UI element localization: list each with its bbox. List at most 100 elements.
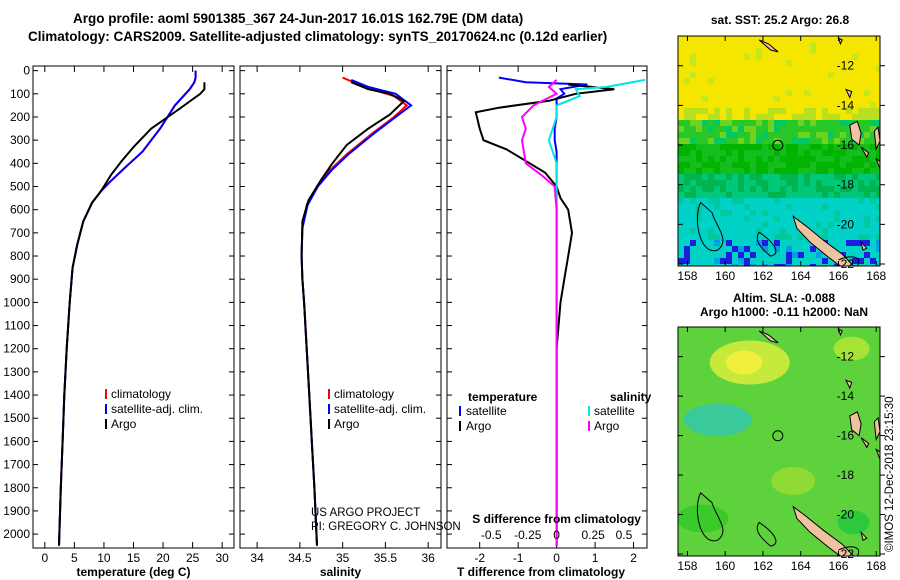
map-y-tick-label: -16 xyxy=(837,138,855,152)
map-x-tick-label: 158 xyxy=(677,269,697,283)
x-axis-label: temperature (deg C) xyxy=(76,565,190,579)
land-shape xyxy=(849,411,862,437)
land-shape xyxy=(860,530,868,541)
x-tick-label: 10 xyxy=(97,551,111,565)
x-tick-label: 1 xyxy=(592,551,599,565)
profile-panel-frame xyxy=(239,65,442,549)
depth-tick-label: 200 xyxy=(10,110,30,124)
legend-label: climatology xyxy=(111,387,171,401)
map-y-tick-label: -18 xyxy=(837,468,855,482)
x-tick-label: 30 xyxy=(215,551,229,565)
x-tick-label: 36 xyxy=(421,551,435,565)
map-x-tick-label: 164 xyxy=(791,269,811,283)
depth-tick-label: 1900 xyxy=(3,504,30,518)
depth-tick-label: 1300 xyxy=(3,365,30,379)
legend-label: satellite-adj. clim. xyxy=(111,402,203,416)
depth-tick-label: 100 xyxy=(10,87,30,101)
map-x-tick-label: 164 xyxy=(791,559,811,573)
map-x-tick-label: 162 xyxy=(753,269,773,283)
depth-tick-label: 1800 xyxy=(3,481,30,495)
top-tick-label: 0.25 xyxy=(581,528,605,542)
legend-label: Argo xyxy=(594,419,620,433)
x-tick-label: 34 xyxy=(250,551,264,565)
depth-tick-label: 900 xyxy=(10,272,30,286)
map-y-tick-label: -16 xyxy=(837,429,855,443)
land-shape xyxy=(873,126,880,151)
x-tick-label: 35 xyxy=(336,551,350,565)
depth-tick-label: 0 xyxy=(23,64,30,78)
land-shape xyxy=(873,416,880,442)
map-x-tick-label: 160 xyxy=(715,269,735,283)
x-tick-label: 25 xyxy=(186,551,200,565)
reef-contour xyxy=(697,201,724,252)
credit-line1: US ARGO PROJECT xyxy=(311,507,421,519)
land-shape xyxy=(837,36,843,46)
profile-panel-frame xyxy=(446,65,648,549)
land-shape xyxy=(845,379,853,390)
map-y-tick-label: -12 xyxy=(837,59,855,73)
sst-map-title: sat. SST: 25.2 Argo: 26.8 xyxy=(711,13,850,27)
legend-label: satellite xyxy=(466,404,507,418)
legend-label: Argo xyxy=(334,417,360,431)
depth-tick-label: 1000 xyxy=(3,295,30,309)
reef-contour xyxy=(838,256,860,266)
series-line-argo xyxy=(58,82,206,546)
land-shape xyxy=(837,328,843,337)
map-y-tick-label: -22 xyxy=(837,257,855,271)
map-frame xyxy=(677,35,881,267)
depth-tick-label: 1600 xyxy=(3,434,30,448)
x-tick-label: 2 xyxy=(630,551,637,565)
figure-title-line1: Argo profile: aoml 5901385_367 24-Jun-20… xyxy=(73,11,524,26)
legend-salinity-title: salinity xyxy=(610,390,652,404)
map-y-tick-label: -20 xyxy=(837,217,855,231)
depth-tick-label: 1200 xyxy=(3,342,30,356)
map-x-tick-label: 168 xyxy=(866,269,886,283)
map-x-tick-label: 160 xyxy=(715,559,735,573)
land-shape xyxy=(792,215,855,266)
map-y-tick-label: -14 xyxy=(837,98,855,112)
reef-contour xyxy=(756,231,777,257)
x-tick-label: -1 xyxy=(513,551,524,565)
depth-tick-label: 600 xyxy=(10,203,30,217)
series-line-argo-salinity xyxy=(520,79,559,546)
map-y-tick-label: -14 xyxy=(837,389,855,403)
argo-position-marker xyxy=(772,430,784,442)
land-shape xyxy=(758,39,779,53)
sla-map-title-line1: Altim. SLA: -0.088 xyxy=(733,291,835,305)
map-x-tick-label: 162 xyxy=(753,559,773,573)
reef-contour xyxy=(756,521,777,547)
depth-tick-label: 1500 xyxy=(3,411,30,425)
land-shape xyxy=(845,88,853,99)
x-tick-label: -2 xyxy=(474,551,485,565)
map-x-tick-label: 168 xyxy=(866,559,886,573)
reef-contour xyxy=(697,492,724,542)
sst-map xyxy=(677,35,885,267)
land-shape xyxy=(875,157,880,171)
land-shape xyxy=(860,240,868,251)
map-frame xyxy=(677,326,881,557)
argo-position-marker xyxy=(772,139,784,151)
x-tick-label: 35.5 xyxy=(374,551,398,565)
imos-timestamp: ©IMOS 12-Dec-2018 23:15:30 xyxy=(884,396,896,552)
land-shape xyxy=(792,505,855,556)
x-tick-label: 15 xyxy=(127,551,141,565)
map-x-tick-label: 158 xyxy=(677,559,697,573)
depth-tick-label: 1700 xyxy=(3,458,30,472)
land-shape xyxy=(758,330,779,344)
land-shape xyxy=(879,173,880,177)
credit-line2: PI: GREGORY C. JOHNSON xyxy=(311,521,461,533)
land-shape xyxy=(860,146,870,158)
legend-label: Argo xyxy=(466,419,492,433)
top-tick-label: 0.5 xyxy=(616,528,633,542)
depth-tick-label: 1400 xyxy=(3,388,30,402)
map-x-tick-label: 166 xyxy=(828,269,848,283)
depth-tick-label: 500 xyxy=(10,180,30,194)
depth-tick-label: 700 xyxy=(10,226,30,240)
depth-tick-label: 400 xyxy=(10,156,30,170)
reef-contour xyxy=(838,546,860,556)
map-y-tick-label: -20 xyxy=(837,508,855,522)
legend-label: climatology xyxy=(334,387,394,401)
x-tick-label: 0 xyxy=(41,551,48,565)
sla-map xyxy=(677,326,885,557)
